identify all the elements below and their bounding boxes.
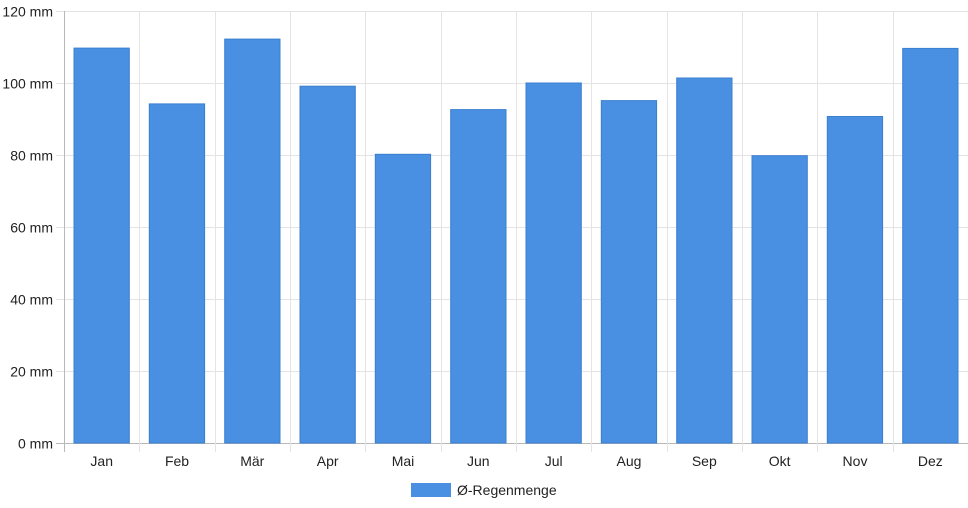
bar-okt[interactable] (751, 155, 808, 444)
bar-jul[interactable] (525, 82, 582, 444)
x-tick-label: Mai (392, 453, 415, 469)
bar-jun[interactable] (450, 109, 507, 444)
bar-apr[interactable] (299, 85, 356, 444)
x-tick-label: Jan (90, 453, 113, 469)
bar-jan[interactable] (73, 47, 130, 444)
x-tick-label: Sep (692, 453, 717, 469)
x-tick-label: Feb (165, 453, 189, 469)
x-tick-label: Okt (769, 453, 791, 469)
legend-swatch[interactable] (411, 483, 451, 497)
bar-nov[interactable] (826, 116, 884, 444)
x-tick-label: Aug (617, 453, 642, 469)
y-tick-label: 80 mm (10, 148, 53, 164)
legend-label[interactable]: Ø-Regenmenge (457, 482, 557, 498)
y-tick-label: 40 mm (10, 292, 53, 308)
x-axis-tick-labels: Jan Feb Mär Apr Mai Jun Jul Aug Sep Okt Nov Dez (90, 453, 942, 469)
bar-mai[interactable] (374, 153, 432, 444)
x-tick-label: Jul (545, 453, 563, 469)
y-tick-label: 0 mm (18, 436, 53, 452)
x-tick-label: Jun (467, 453, 490, 469)
bar-aug[interactable] (600, 100, 658, 444)
grid-lines (56, 11, 968, 452)
x-tick-label: Dez (918, 453, 943, 469)
bar-sep[interactable] (676, 77, 733, 444)
bar-dez[interactable] (902, 47, 959, 444)
x-tick-label: Mär (240, 453, 264, 469)
bar-mär[interactable] (224, 38, 281, 444)
y-tick-label: 100 mm (2, 76, 53, 92)
x-tick-label: Nov (843, 453, 868, 469)
y-tick-label: 60 mm (10, 220, 53, 236)
bar-series (73, 38, 959, 444)
legend[interactable]: Ø-Regenmenge (411, 482, 557, 498)
y-tick-label: 120 mm (2, 4, 53, 20)
y-tick-label: 20 mm (10, 364, 53, 380)
bar-feb[interactable] (148, 103, 206, 444)
y-axis-tick-labels: 0 mm 20 mm 40 mm 60 mm 80 mm 100 mm 120 mm (2, 4, 53, 452)
x-tick-label: Apr (317, 453, 339, 469)
